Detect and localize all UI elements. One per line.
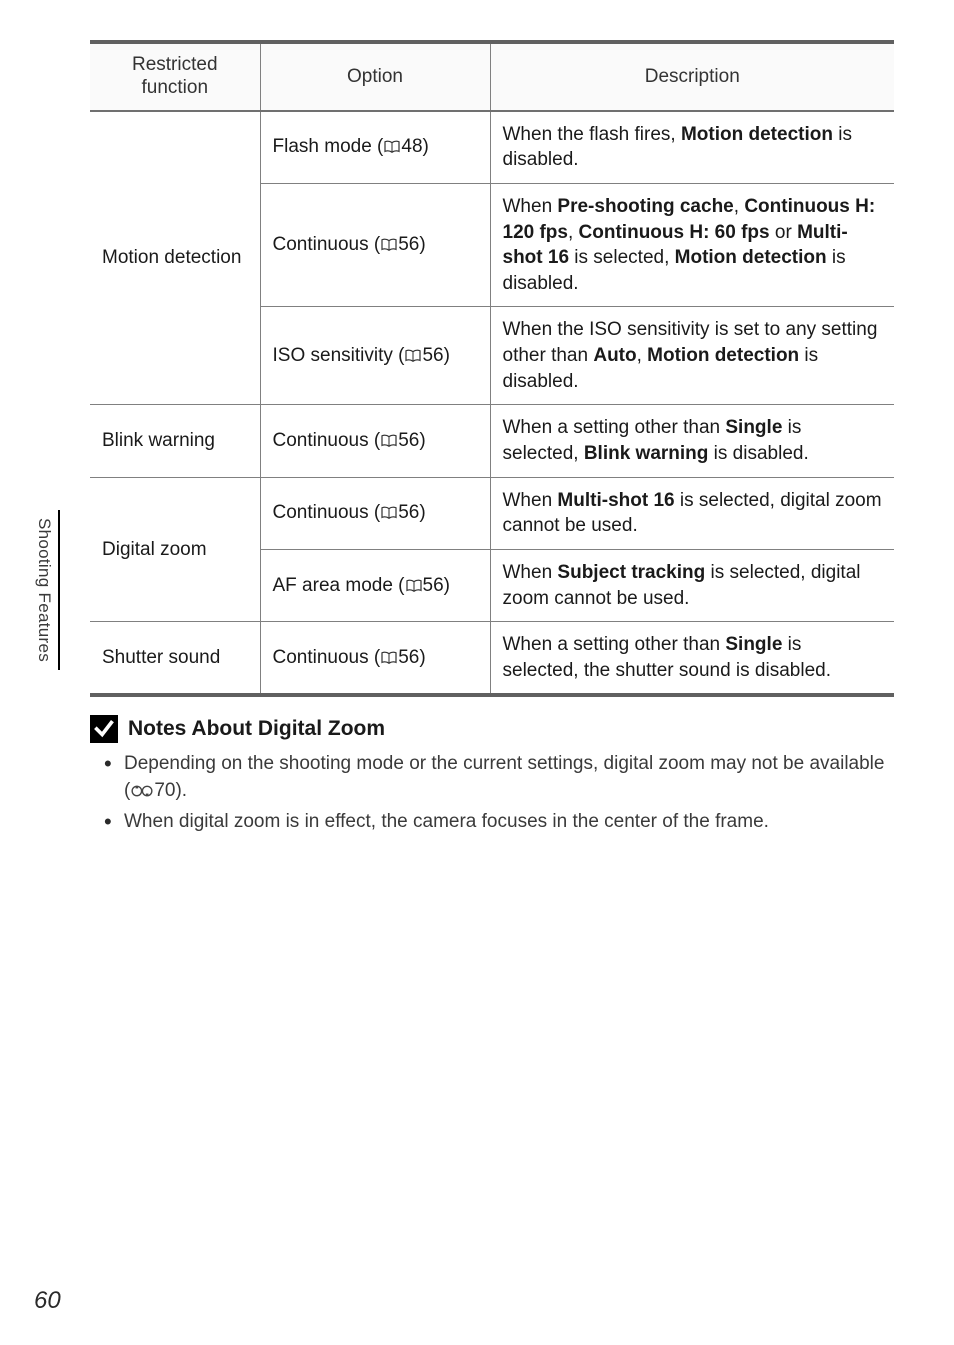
cell-function: Blink warning <box>90 405 260 477</box>
cell-description: When Subject tracking is selected, digit… <box>490 549 894 621</box>
notes-item: When digital zoom is in effect, the came… <box>110 809 894 836</box>
cell-description: When a setting other than Single is sele… <box>490 405 894 477</box>
restricted-functions-table: Restricted function Option Description M… <box>90 40 894 697</box>
cell-description: When Pre-shooting cache, Continuous H: 1… <box>490 183 894 307</box>
cell-description: When the flash fires, Motion detection i… <box>490 111 894 184</box>
cell-option: Continuous (56) <box>260 622 490 696</box>
page-ref-icon <box>380 234 398 248</box>
table-body: Motion detectionFlash mode (48)When the … <box>90 111 894 696</box>
notes-item: Depending on the shooting mode or the cu… <box>110 751 894 804</box>
cell-option: Continuous (56) <box>260 477 490 549</box>
cell-function: Shutter sound <box>90 622 260 696</box>
notes-title: Notes About Digital Zoom <box>128 717 385 741</box>
page-ref-icon <box>380 430 398 444</box>
cell-option: ISO sensitivity (56) <box>260 307 490 405</box>
settings-ref-icon <box>130 780 154 794</box>
th-restricted-function: Restricted function <box>90 42 260 111</box>
page: Shooting Features Restricted function Op… <box>0 0 954 1345</box>
cell-description: When Multi-shot 16 is selected, digital … <box>490 477 894 549</box>
page-ref-icon <box>383 136 401 150</box>
table-row: Motion detectionFlash mode (48)When the … <box>90 111 894 184</box>
notes-heading: Notes About Digital Zoom <box>90 715 894 743</box>
notes-list: Depending on the shooting mode or the cu… <box>90 751 894 835</box>
page-ref-icon <box>404 345 422 359</box>
cell-function: Motion detection <box>90 111 260 405</box>
cell-option: AF area mode (56) <box>260 549 490 621</box>
table-row: Blink warningContinuous (56)When a setti… <box>90 405 894 477</box>
page-number: 60 <box>34 1287 61 1315</box>
warning-check-icon <box>90 715 118 743</box>
cell-description: When the ISO sensitivity is set to any s… <box>490 307 894 405</box>
page-ref-icon <box>405 575 423 589</box>
page-ref-icon <box>380 502 398 516</box>
table-row: Digital zoomContinuous (56)When Multi-sh… <box>90 477 894 549</box>
cell-function: Digital zoom <box>90 477 260 622</box>
cell-option: Flash mode (48) <box>260 111 490 184</box>
th-option: Option <box>260 42 490 111</box>
cell-description: When a setting other than Single is sele… <box>490 622 894 696</box>
cell-option: Continuous (56) <box>260 405 490 477</box>
th-description: Description <box>490 42 894 111</box>
cell-option: Continuous (56) <box>260 183 490 307</box>
table-row: Shutter soundContinuous (56)When a setti… <box>90 622 894 696</box>
page-ref-icon <box>380 647 398 661</box>
side-tab-label: Shooting Features <box>30 510 60 670</box>
